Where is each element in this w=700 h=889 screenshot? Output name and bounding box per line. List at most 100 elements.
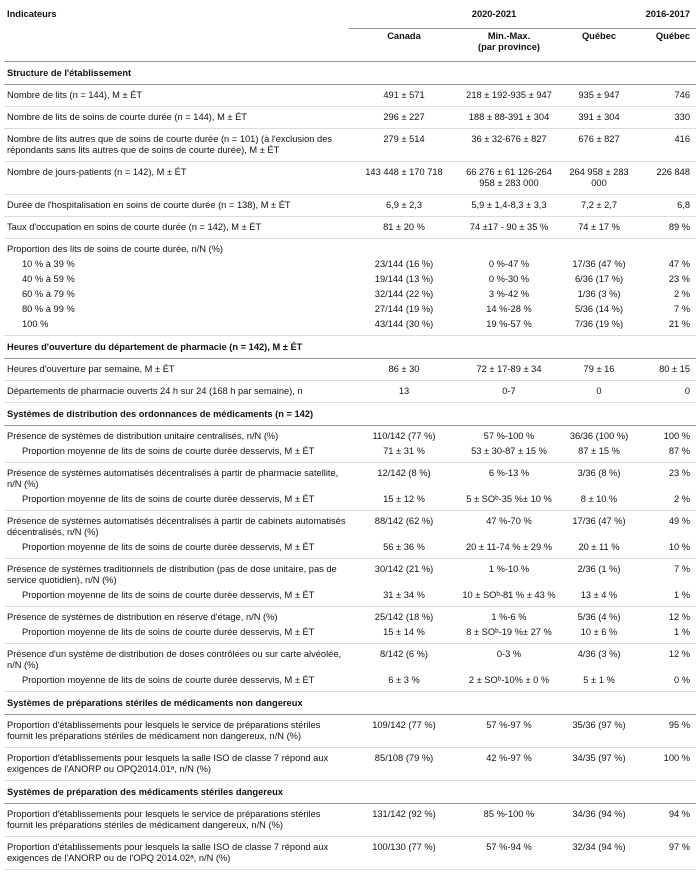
value-cell: 88/142 (62 %)	[374, 516, 434, 526]
value-cell: 12/142 (8 %)	[377, 468, 431, 478]
table-row: Proportion d'établissements pour lesquel…	[4, 714, 697, 748]
table-row: Proportion moyenne de lits de soins de c…	[4, 492, 697, 511]
table-row: Proportion moyenne de lits de soins de c…	[4, 444, 697, 463]
value-cell: 15 ± 14 %	[349, 625, 459, 644]
value-cell: 0 %	[639, 673, 697, 692]
table-row: 100 % 43/144 (30 %) 19 %-57 % 7/36 (19 %) 21…	[4, 317, 697, 336]
value-cell: 97 %	[639, 836, 697, 870]
section-title: Structure de l'établissement	[4, 61, 697, 85]
row-label: Heures d'ouverture par semaine, M ± ÉT	[4, 358, 349, 381]
value-cell: 13	[349, 380, 459, 403]
header-cell: 2016-2017	[639, 4, 697, 29]
value-cell: 21 %	[639, 317, 697, 336]
row-label: Taux d'occupation en soins de courte dur…	[4, 216, 349, 239]
value-cell: 47 %-70 %	[486, 516, 532, 526]
value-cell: 56 ± 36 %	[349, 540, 459, 559]
value-cell: 12 %	[668, 612, 691, 622]
value-cell: 79 ± 16	[559, 358, 640, 381]
header-row: Indicateurs 2020-2021 2016-2017	[4, 4, 697, 29]
section-title: Systèmes de préparation des médicaments …	[4, 780, 697, 804]
table-row: Proportion moyenne de lits de soins de c…	[4, 588, 697, 607]
row-label: Proportion moyenne de lits de soins de c…	[4, 673, 349, 692]
value-cell: 5,9 ± 1,4-8,3 ± 3,3	[459, 194, 559, 217]
value-cell: 20 ± 11-74 % ± 29 %	[459, 540, 559, 559]
row-label: Présence de systèmes de distribution en …	[7, 612, 278, 622]
value-cell: 17/36 (47 %)	[572, 516, 626, 526]
table-row: 10 % à 39 % 23/144 (16 %) 0 %-47 % 17/36 (4…	[4, 257, 696, 272]
row-label: Proportion d'établissements pour lesquel…	[4, 747, 349, 781]
header-cell: 2020-2021	[349, 4, 640, 29]
row-label: 40 % à 59 %	[22, 274, 75, 284]
value-cell: 23/144 (16 %)	[374, 259, 434, 269]
value-cell: 110/142 (77 %)	[372, 431, 436, 441]
value-cell: 23 %	[668, 274, 691, 284]
value-cell: 8 ± SOᵇ-19 %± 27 %	[459, 625, 559, 644]
value-cell: 57 %-100 %	[483, 431, 535, 441]
value-cell: 80 ± 15	[639, 358, 697, 381]
page: Indicateurs 2020-2021 2016-2017 Canada M…	[0, 4, 700, 889]
value-cell	[349, 239, 459, 258]
value-cell: 131/142 (92 %)	[349, 803, 459, 837]
row-label: Nombre de lits de soins de courte durée …	[4, 106, 349, 129]
value-cell: 218 ± 192-935 ± 947	[459, 84, 559, 107]
row-label: Durée de l'hospitalisation en soins de c…	[4, 194, 349, 217]
value-cell: 5 ± SOᵇ-35 %± 10 %	[459, 492, 559, 511]
header-cell: Indicateurs	[7, 9, 57, 19]
value-cell: 57 %-97 %	[459, 714, 559, 748]
row-label: 10 % à 39 %	[22, 259, 75, 269]
value-cell: 491 ± 571	[349, 84, 459, 107]
value-cell: 94 %	[639, 803, 697, 837]
table-row: Heures d'ouverture par semaine, M ± ÉT 86…	[4, 358, 697, 381]
value-cell: 47 %	[668, 259, 691, 269]
row-label: Départements de pharmacie ouverts 24 h s…	[4, 380, 349, 403]
section-row: Systèmes de préparation des médicaments …	[4, 780, 697, 804]
row-label: Présence de systèmes automatisés décentr…	[7, 516, 346, 537]
value-cell: 4/36 (3 %)	[577, 649, 621, 659]
value-cell	[639, 239, 696, 258]
value-cell: 25/142 (18 %)	[374, 612, 434, 622]
table-row: 60 % à 79 % 32/144 (22 %) 3 %-42 % 1/36 (3 …	[4, 287, 696, 302]
value-cell: 85 %-100 %	[459, 803, 559, 837]
row-label: Nombre de jours-patients (n = 142), M ± …	[4, 161, 349, 195]
value-cell: 109/142 (77 %)	[349, 714, 459, 748]
value-cell: 10 %	[639, 540, 697, 559]
row-label: Proportion d'établissements pour lesquel…	[4, 803, 349, 837]
table-row: Départements de pharmacie ouverts 24 h s…	[4, 380, 697, 403]
header-cell: Québec	[559, 28, 640, 62]
row-label: 60 % à 79 %	[22, 289, 75, 299]
value-cell: 3/36 (8 %)	[577, 468, 621, 478]
value-cell: 6/36 (17 %)	[574, 274, 624, 284]
value-cell: 6 ± 3 %	[349, 673, 459, 692]
value-cell: 74 ± 17 %	[559, 216, 640, 239]
value-cell: 330	[639, 106, 697, 129]
table-row: Présence de systèmes automatisés décentr…	[4, 463, 696, 493]
table-row: Nombre de lits de soins de courte durée …	[4, 106, 697, 129]
value-cell: 0-3 %	[496, 649, 522, 659]
value-cell: 7,2 ± 2,7	[559, 194, 640, 217]
value-cell: 30/142 (21 %)	[374, 564, 434, 574]
value-cell	[459, 239, 559, 258]
value-cell: 100 %	[639, 747, 697, 781]
row-label: Proportion des lits de soins de courte d…	[7, 244, 224, 254]
value-cell: 20 ± 11 %	[559, 540, 640, 559]
row-label: Proportion moyenne de lits de soins de c…	[4, 540, 349, 559]
header-cell: Québec	[639, 28, 697, 62]
value-cell: 74 ±17 - 90 ± 35 %	[459, 216, 559, 239]
table-row: 80 % à 99 % 27/144 (19 %) 14 %-28 % 5/36 (1…	[4, 302, 696, 317]
row-label: Nombre de lits autres que de soins de co…	[4, 128, 349, 162]
value-cell: 32/34 (94 %)	[559, 836, 640, 870]
header-row: Canada Min.-Max. (par province) Québec Q…	[4, 28, 697, 62]
table-body: Structure de l'établissement Nombre de li…	[4, 61, 697, 870]
table-row: Présence de systèmes automatisés décentr…	[4, 511, 696, 541]
value-cell: 71 ± 31 %	[349, 444, 459, 463]
value-cell: 5/36 (4 %)	[577, 612, 621, 622]
row-label: Proportion moyenne de lits de soins de c…	[4, 625, 349, 644]
value-cell: 0 %-30 %	[488, 274, 530, 284]
value-cell: 2/36 (1 %)	[577, 564, 621, 574]
value-cell: 1 %-6 %	[491, 612, 527, 622]
value-cell: 676 ± 827	[559, 128, 640, 162]
value-cell: 14 %-28 %	[486, 304, 532, 314]
value-cell: 416	[639, 128, 697, 162]
table-row: Nombre de lits (n = 144), M ± ÉT 491 ± 57…	[4, 84, 697, 107]
value-cell: 53 ± 30-87 ± 15 %	[459, 444, 559, 463]
